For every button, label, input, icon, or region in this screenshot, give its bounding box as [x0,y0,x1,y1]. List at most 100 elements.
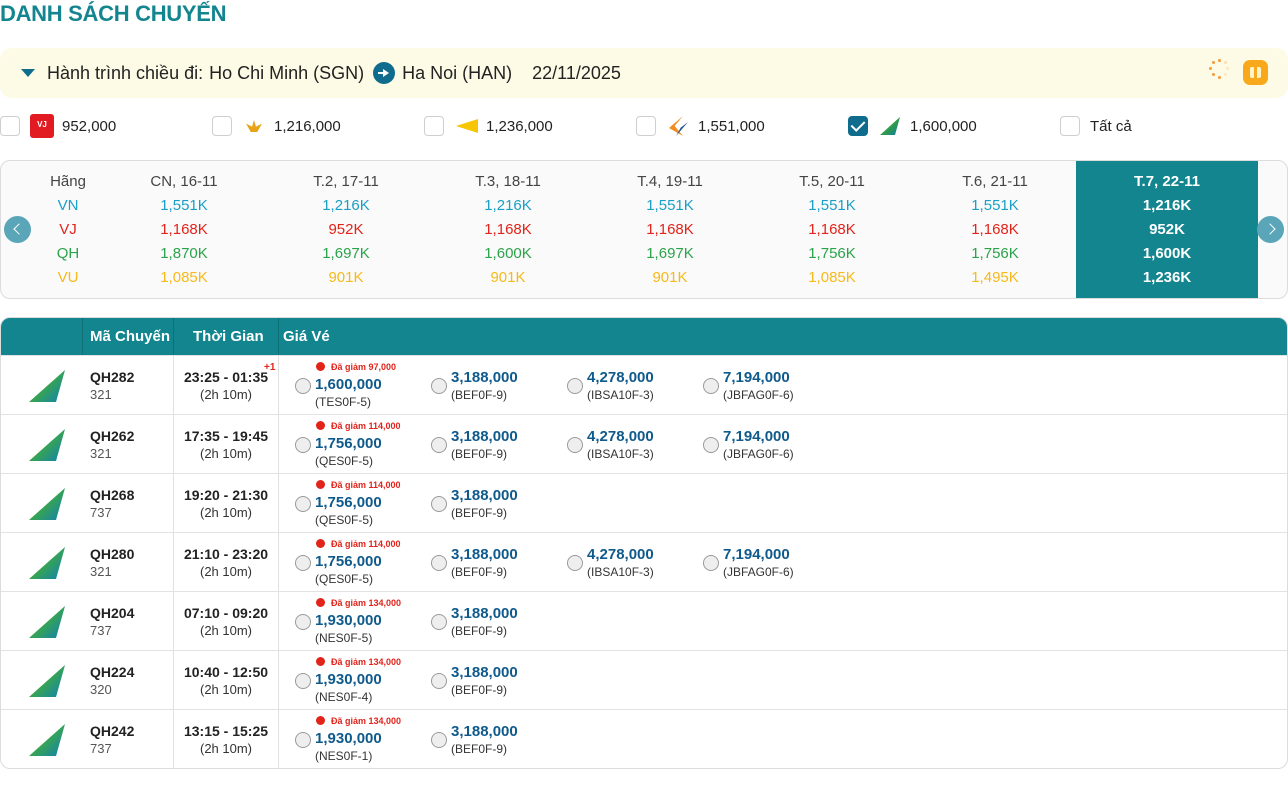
fare-price: 4,278,000 [587,546,654,563]
calendar-price[interactable]: 1,236K [1142,269,1192,286]
calendar-day-4[interactable]: T.4, 19-11 1,551K 1,168K 1,697K 901K [589,161,751,298]
airline-checkbox[interactable] [636,116,656,136]
calendar-price[interactable]: 1,085K [808,269,856,286]
airline-filter-item[interactable]: 952,000 [0,112,116,140]
fare-class: (TES0F-5) [315,395,372,409]
calendar-price[interactable]: 1,168K [808,221,856,238]
fare-radio[interactable] [567,437,583,453]
airline-min-price: 1,216,000 [274,117,341,135]
fare-radio[interactable] [431,732,447,748]
calendar-next-button[interactable] [1257,216,1284,243]
airline-filter-item[interactable]: 1,236,000 [424,112,553,140]
calendar-price[interactable]: 1,551K [971,197,1019,214]
calendar-price[interactable]: 1,216K [1142,197,1192,214]
fare-radio[interactable] [703,378,719,394]
route-label: Hành trình chiều đi: [47,62,204,83]
calendar-price[interactable]: 1,551K [160,197,208,214]
airline-min-price: 1,600,000 [910,117,977,135]
calendar-day-5[interactable]: T.5, 20-11 1,551K 1,168K 1,756K 1,085K [751,161,913,298]
gift-icon[interactable] [1243,60,1268,85]
fare-radio[interactable] [703,437,719,453]
calendar-price[interactable]: 1,600K [484,245,532,262]
calendar-day-1[interactable]: CN, 16-11 1,551K 1,168K 1,870K 1,085K [103,161,265,298]
calendar-price[interactable]: 1,870K [160,245,208,262]
calendar-day-6[interactable]: T.6, 21-11 1,551K 1,168K 1,756K 1,495K [914,161,1076,298]
fare-class: (NES0F-4) [315,690,373,704]
calendar-day-7[interactable]: T.7, 22-11 1,216K 952K 1,600K 1,236K [1076,161,1258,298]
calendar-price[interactable]: 1,168K [646,221,694,238]
calendar-price[interactable]: 1,551K [646,197,694,214]
calendar-day-2[interactable]: T.2, 17-11 1,216K 952K 1,697K 901K [265,161,427,298]
calendar-price[interactable]: 1,756K [808,245,856,262]
fare-radio[interactable] [431,378,447,394]
fare-radio[interactable] [431,673,447,689]
calendar-price[interactable]: 952K [328,221,364,238]
fare-radio[interactable] [295,673,311,689]
calendar-price[interactable]: 1,168K [484,221,532,238]
calendar-price[interactable]: 901K [328,269,364,286]
calendar-day-label: CN, 16-11 [150,173,218,190]
flight-code: QH224 [90,664,135,680]
airline-filter-item[interactable]: 1,216,000 [212,112,341,140]
calendar-prev-button[interactable] [4,216,31,243]
fare-radio[interactable] [431,437,447,453]
fare-radio[interactable] [567,378,583,394]
calendar-price[interactable]: 1,697K [646,245,694,262]
fare-class: (BEF0F-9) [451,506,508,520]
calendar-price[interactable]: 1,495K [971,269,1019,286]
fare-radio[interactable] [431,496,447,512]
fare-price: 1,930,000 [315,730,382,747]
fare-radio[interactable] [431,555,447,571]
fare-radio[interactable] [295,614,311,630]
fare-radio[interactable] [703,555,719,571]
fare-radio[interactable] [431,614,447,630]
price-calendar: Hãng VN VJ QH VU CN, 16-11 1,551K 1,168K 1,870K 1… [0,160,1288,299]
caret-down-icon[interactable] [21,69,35,77]
fare-price: 3,188,000 [451,487,518,504]
bamboo-airways-logo [29,665,65,697]
airline-filter-item[interactable]: Tất cả [1060,112,1132,140]
calendar-day-3[interactable]: T.3, 18-11 1,216K 1,168K 1,600K 901K [427,161,589,298]
calendar-price[interactable]: 1,216K [484,197,532,214]
airline-filter-item[interactable]: 1,551,000 [636,112,765,140]
airline-checkbox[interactable] [1060,116,1080,136]
calendar-price[interactable]: 1,756K [971,245,1019,262]
flight-duration: (2h 10m) [199,564,253,579]
fare-radio[interactable] [295,378,311,394]
airline-checkbox[interactable] [848,116,868,136]
calendar-price[interactable]: 1,168K [971,221,1019,238]
discount-badge: Đã giảm 97,000 [316,362,396,372]
fare-radio[interactable] [567,555,583,571]
calendar-price[interactable]: 1,697K [322,245,370,262]
bamboo-airways-logo [29,547,65,579]
fare-price: 7,194,000 [723,428,790,445]
calendar-airline-code: VU [57,269,79,286]
flight-time: 23:25 - 01:35 [183,369,269,385]
airline-checkbox[interactable] [212,116,232,136]
table-row: QH224 320 10:40 - 12:50 (2h 10m) Đã giảm 134… [1,650,1287,710]
airline-logo [666,114,690,138]
table-row: QH280 321 21:10 - 23:20 (2h 10m) Đã giảm 114… [1,532,1287,592]
flight-duration: (2h 10m) [199,505,253,520]
bamboo-airways-logo [29,429,65,461]
table-row: QH282 321 23:25 - 01:35 +1 (2h 10m) Đã giảm 9… [1,355,1287,415]
fare-class: (BEF0F-9) [451,683,508,697]
calendar-price[interactable]: 901K [490,269,526,286]
calendar-airline-code: VJ [59,221,77,238]
fare-radio[interactable] [295,496,311,512]
calendar-price[interactable]: 901K [652,269,688,286]
airline-checkbox[interactable] [0,116,20,136]
calendar-price[interactable]: 1,085K [160,269,208,286]
calendar-price[interactable]: 1,168K [160,221,208,238]
calendar-price[interactable]: 1,551K [808,197,856,214]
calendar-price[interactable]: 1,216K [322,197,370,214]
fare-radio[interactable] [295,437,311,453]
aircraft-type: 321 [90,564,112,579]
loading-spinner-icon [1209,59,1229,79]
calendar-price[interactable]: 952K [1149,221,1185,238]
fare-radio[interactable] [295,555,311,571]
airline-filter-item[interactable]: 1,600,000 [848,112,977,140]
calendar-price[interactable]: 1,600K [1142,245,1192,262]
fare-radio[interactable] [295,732,311,748]
airline-checkbox[interactable] [424,116,444,136]
